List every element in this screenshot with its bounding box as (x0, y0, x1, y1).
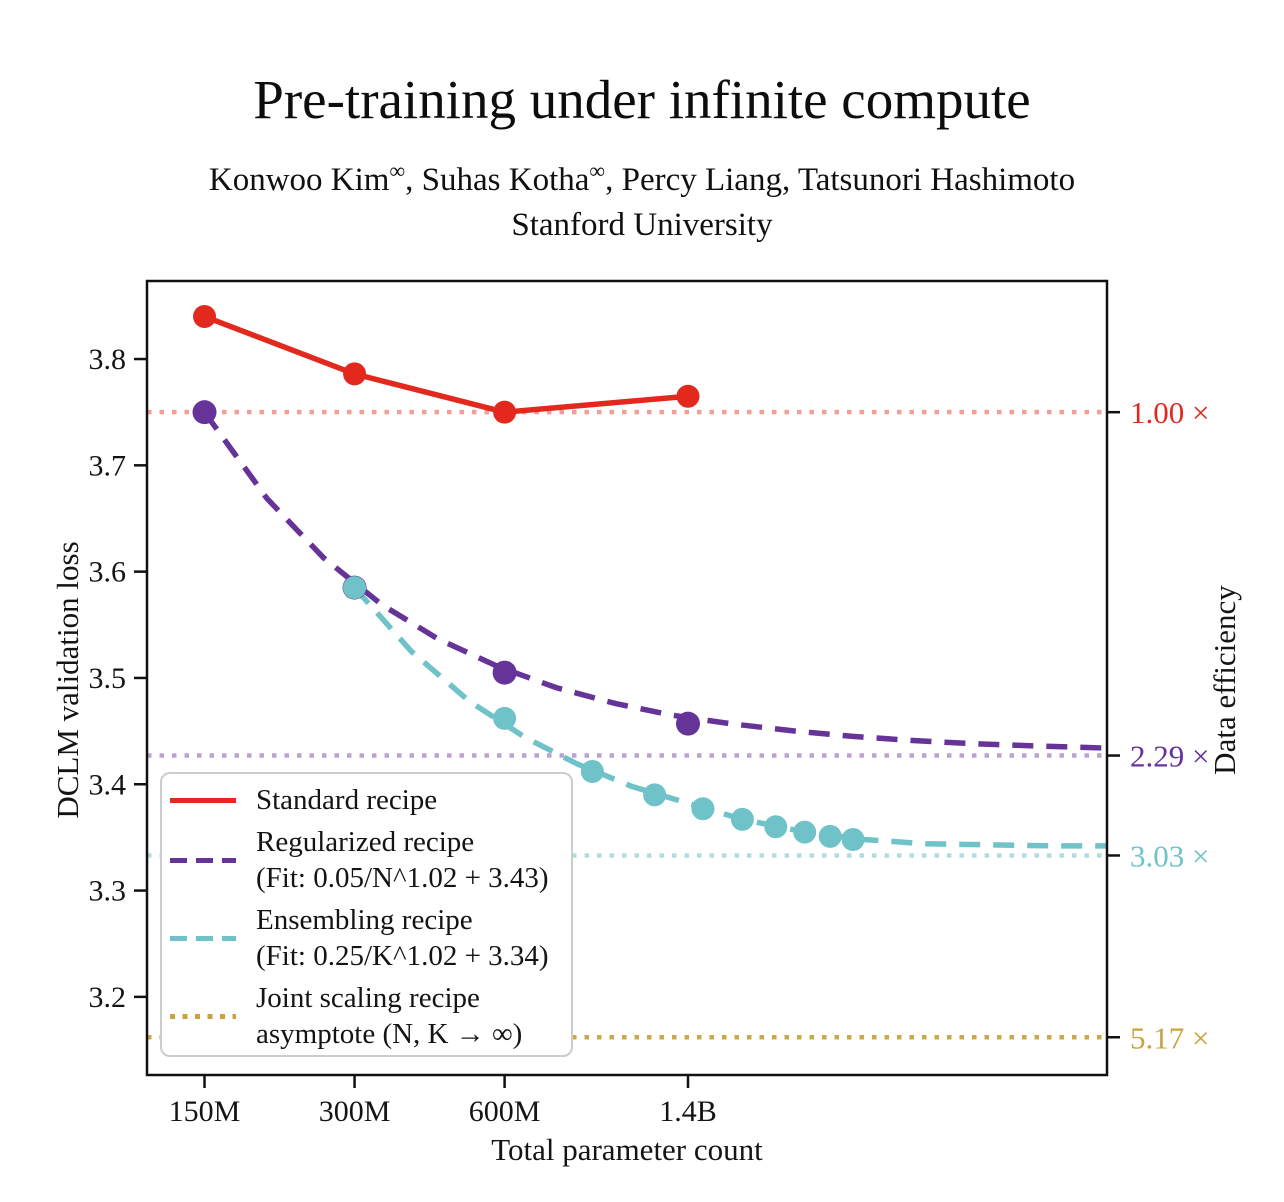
legend-item: Standard recipe (170, 782, 571, 818)
efficiency-label: 1.00 × (1130, 395, 1209, 430)
data-point (493, 400, 517, 424)
data-point (343, 362, 367, 386)
legend-dashed-line-icon (170, 935, 236, 941)
efficiency-label: 3.03 × (1130, 838, 1209, 873)
author-1: Konwoo Kim (208, 162, 390, 198)
series-line (352, 585, 1107, 849)
legend-label-line1: Regularized recipe (256, 826, 475, 858)
data-point (643, 783, 667, 807)
authors-line: Konwoo Kim∞, Suhas Kotha∞, Percy Liang, … (0, 160, 1284, 200)
legend-item: Joint scaling recipe asymptote (N, K → ∞) (170, 980, 571, 1052)
y-tick-label: 3.8 (89, 343, 127, 376)
y-tick-label: 3.2 (89, 981, 127, 1014)
page-title: Pre-training under infinite compute (253, 69, 1031, 130)
data-point (580, 759, 604, 783)
legend-dashed-line-icon (170, 857, 236, 863)
legend-box: Standard recipe Regularized recipe (Fit: 0… (160, 772, 573, 1057)
y-tick-label: 3.4 (89, 768, 127, 801)
data-point (193, 305, 217, 329)
data-point (343, 576, 367, 600)
legend-dotted-line-icon (170, 1013, 236, 1019)
x-tick-label: 1.4B (659, 1095, 717, 1128)
y-axis-label: DCLM validation loss (50, 541, 85, 819)
data-point (730, 807, 754, 831)
efficiency-label: 5.17 × (1130, 1020, 1209, 1055)
legend-label-line1: Standard recipe (256, 784, 438, 816)
legend-label-line2: asymptote (N, K → ∞) (256, 1018, 523, 1050)
data-point (492, 660, 517, 685)
efficiency-label: 2.29 × (1130, 739, 1209, 774)
x-tick-label: 300M (319, 1095, 391, 1128)
data-point (818, 824, 842, 848)
legend-label-line1: Ensembling recipe (256, 904, 473, 936)
legend-item: Ensembling recipe (Fit: 0.25/K^1.02 + 3.3… (170, 902, 571, 974)
affiliation: Stanford University (511, 207, 773, 243)
data-point (493, 706, 517, 730)
infinity-superscript: ∞ (389, 158, 406, 183)
legend-solid-line-icon (170, 797, 236, 803)
data-point (676, 711, 701, 736)
legend-label: Regularized recipe (Fit: 0.05/N^1.02 + 3.… (256, 824, 549, 896)
right-axis-label: Data efficiency (1207, 585, 1242, 775)
data-point (764, 815, 788, 839)
data-point (676, 384, 700, 408)
data-point (793, 820, 817, 844)
legend-label-line2: (Fit: 0.25/K^1.02 + 3.34) (256, 940, 549, 972)
legend-label-line1: Joint scaling recipe (256, 982, 480, 1014)
legend-label: Ensembling recipe (Fit: 0.25/K^1.02 + 3.3… (256, 902, 549, 974)
y-tick-label: 3.7 (89, 449, 127, 482)
y-tick-label: 3.3 (89, 875, 127, 908)
legend-label-line2: (Fit: 0.05/N^1.02 + 3.43) (256, 862, 549, 894)
series-line (202, 410, 1108, 751)
series-line (203, 313, 689, 415)
legend-item: Regularized recipe (Fit: 0.05/N^1.02 + 3.… (170, 824, 571, 896)
y-tick-label: 3.5 (89, 662, 127, 695)
infinity-superscript: ∞ (589, 158, 606, 183)
x-tick-label: 150M (169, 1095, 241, 1128)
authors-rest: , Percy Liang, Tatsunori Hashimoto (605, 162, 1076, 198)
y-tick-label: 3.6 (89, 556, 127, 589)
legend-label: Joint scaling recipe asymptote (N, K → ∞) (256, 980, 522, 1052)
x-tick-label: 600M (469, 1095, 541, 1128)
x-axis-label: Total parameter count (491, 1132, 763, 1167)
data-point (691, 797, 715, 821)
data-point (192, 400, 217, 425)
legend-label: Standard recipe (256, 782, 437, 818)
author-2: , Suhas Kotha (405, 162, 590, 198)
data-point (841, 828, 865, 852)
